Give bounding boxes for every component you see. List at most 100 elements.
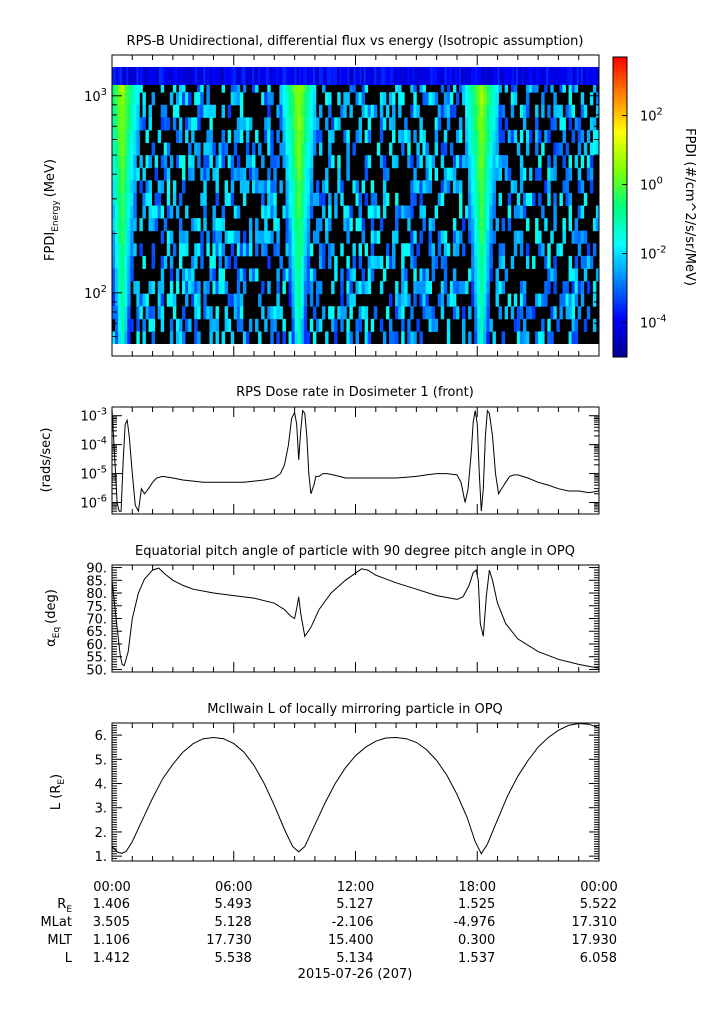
spectrogram-cell: [434, 129, 439, 144]
spectrogram-cell: [197, 218, 201, 232]
spectrogram-cell: [258, 293, 262, 307]
spectrogram-cell: [522, 281, 527, 295]
spectrogram-cell: [215, 318, 219, 332]
spectrogram-cell: [376, 205, 381, 219]
spectrogram-cell: [519, 293, 524, 307]
spectrogram-cell: [452, 243, 457, 257]
spectrogram-cell: [294, 293, 299, 307]
colorbar-tick-base: 10: [640, 317, 657, 332]
spectrogram-cell: [382, 180, 387, 194]
spectrogram-cell: [589, 180, 594, 194]
spectrogram-top-row-cell: [343, 67, 346, 85]
spectrogram-cell: [279, 79, 283, 93]
spectrogram-cell: [142, 192, 146, 206]
spectrogram-cell: [309, 117, 314, 131]
spectrogram-cell: [401, 243, 405, 257]
spectrogram-cell: [507, 205, 512, 219]
spectrogram-cell: [586, 167, 591, 181]
spectrogram-cell: [331, 306, 335, 320]
spectrogram-cell: [282, 268, 286, 282]
spectrogram-cell: [583, 192, 588, 206]
spectrogram-cell: [121, 129, 125, 144]
spectrogram-cell: [468, 129, 472, 144]
spectrogram-cell: [544, 129, 548, 144]
spectrogram-cell: [194, 318, 198, 332]
spectrogram-cell: [465, 92, 469, 106]
spectrogram-cell: [322, 180, 326, 194]
spectrogram-cell: [486, 155, 490, 169]
spectrogram-cell: [513, 92, 518, 106]
spectrogram-cell: [245, 155, 250, 169]
l-shell-ylabel: L (RE): [49, 774, 67, 810]
spectrogram-cell: [294, 230, 299, 244]
spectrogram-top-row-cell: [475, 67, 478, 85]
spectrogram-cell: [559, 306, 563, 320]
spectrogram-cell: [270, 318, 274, 332]
spectrogram-cell: [562, 180, 566, 194]
spectrogram-cell: [452, 306, 457, 320]
spectrogram-top-row-cell: [126, 67, 129, 85]
ephemeris-value: 6.058: [580, 951, 617, 966]
spectrogram-cell: [480, 243, 484, 257]
ephemeris-value: 1.537: [458, 951, 495, 966]
spectrogram-cell: [388, 293, 393, 307]
spectrogram-cell: [528, 192, 533, 206]
spectrogram-cell: [334, 205, 338, 219]
spectrogram-cell: [489, 117, 493, 131]
dose-ytick-base: 10: [80, 439, 97, 454]
spectrogram-top-row-cell: [404, 67, 407, 85]
spectrogram-cell: [154, 155, 159, 169]
spectrogram-cell: [328, 192, 332, 206]
spectrogram-cell: [565, 167, 569, 181]
spectrogram-cell: [169, 293, 174, 307]
spectrogram-cell: [385, 255, 390, 269]
spectrogram-cell: [115, 293, 119, 307]
spectrogram-cell: [480, 155, 484, 169]
spectrogram-cell: [221, 205, 226, 219]
spectrogram-top-row-cell: [337, 67, 340, 85]
spectrogram-cell: [425, 167, 429, 181]
spectrogram-cell: [553, 155, 557, 169]
spectrogram-cell: [480, 331, 484, 344]
spectrogram-cell: [300, 180, 305, 194]
spectrogram-cell: [267, 281, 271, 295]
spectrogram-top-row-cell: [239, 67, 243, 85]
spectrogram-cell: [547, 318, 551, 332]
spectrogram-cell: [142, 92, 146, 106]
spectrogram-cell: [413, 79, 417, 93]
spectrogram-cell: [239, 180, 244, 194]
spectrogram-cell: [218, 218, 222, 232]
spectrogram-cell: [279, 92, 283, 106]
x-tick-label: 00:00: [580, 880, 617, 895]
spectrogram-cell: [541, 92, 545, 106]
spectrogram-top-row-cell: [304, 67, 308, 85]
spectrogram-top-row-cell: [170, 67, 174, 85]
spectrogram-cell: [565, 293, 569, 307]
spectrogram-cell: [504, 155, 509, 169]
spectrogram-cell: [516, 230, 521, 244]
spectrogram-cell: [276, 104, 280, 118]
spectrogram-cell: [474, 129, 478, 144]
spectrogram-top-row-cell: [280, 67, 283, 85]
spectrogram-cell: [282, 142, 286, 156]
spectrogram-cell: [468, 268, 472, 282]
spectrogram-cell: [489, 192, 493, 206]
spectrogram-top-row-cell: [461, 67, 464, 85]
spectrogram-cell: [458, 230, 463, 244]
spectrogram-cell: [115, 281, 119, 295]
spectrogram-cell: [303, 306, 308, 320]
spectrogram-cell: [513, 205, 518, 219]
spectrogram-cell: [285, 117, 289, 131]
spectrogram-cell: [419, 281, 423, 295]
spectrogram-cell: [130, 318, 134, 332]
spectrogram-cell: [559, 243, 563, 257]
spectrogram-cell: [486, 243, 490, 257]
spectrogram-cell: [121, 104, 125, 118]
spectrogram-cell: [297, 331, 302, 344]
spectrogram-cell: [440, 293, 445, 307]
spectrogram-cell: [224, 318, 229, 332]
spectrogram-cell: [206, 129, 210, 144]
spectrogram-cell: [486, 331, 490, 344]
spectrogram-cell: [291, 243, 296, 257]
spectrogram-cell: [574, 268, 579, 282]
